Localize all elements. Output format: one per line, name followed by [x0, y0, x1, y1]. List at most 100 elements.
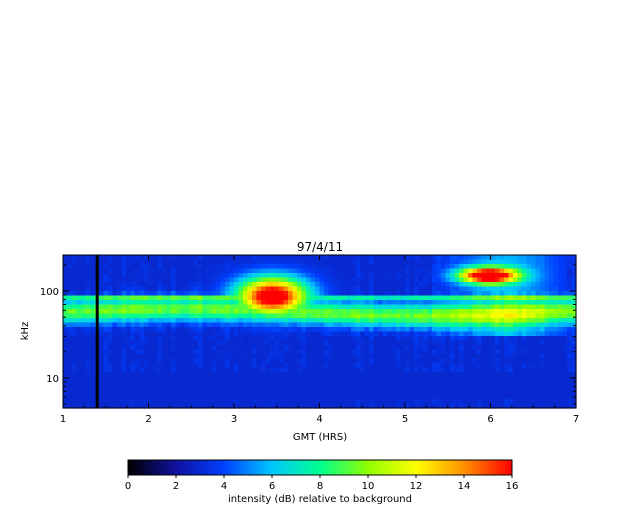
heatmap-cell: [346, 394, 352, 400]
heatmap-cell: [243, 363, 249, 369]
heatmap-cell: [481, 295, 487, 301]
heatmap-cell: [450, 390, 456, 396]
heatmap-cell: [261, 363, 267, 369]
heatmap-cell: [409, 259, 415, 265]
heatmap-cell: [567, 309, 573, 315]
heatmap-cell: [333, 313, 339, 319]
heatmap-cell: [468, 255, 474, 261]
heatmap-cell: [292, 259, 298, 265]
heatmap-cell: [153, 291, 159, 297]
heatmap-cell: [265, 318, 271, 324]
heatmap-cell: [229, 394, 235, 400]
heatmap-cell: [193, 300, 199, 306]
heatmap-cell: [202, 349, 208, 355]
heatmap-cell: [306, 403, 312, 409]
heatmap-cell: [391, 313, 397, 319]
heatmap-cell: [508, 358, 514, 364]
heatmap-cell: [409, 322, 415, 328]
heatmap-cell: [508, 327, 514, 333]
heatmap-cell: [225, 313, 231, 319]
heatmap-cell: [468, 259, 474, 265]
heatmap-cell: [180, 277, 186, 283]
heatmap-cell: [121, 354, 127, 360]
heatmap-cell: [225, 255, 231, 261]
heatmap-cell: [225, 340, 231, 346]
heatmap-cell: [409, 403, 415, 409]
heatmap-cell: [553, 358, 559, 364]
heatmap-cell: [261, 318, 267, 324]
heatmap-cell: [184, 304, 190, 310]
heatmap-cell: [121, 390, 127, 396]
heatmap-cell: [400, 367, 406, 373]
heatmap-cell: [562, 295, 568, 301]
heatmap-cell: [324, 385, 330, 391]
heatmap-cell: [549, 354, 555, 360]
heatmap-cell: [153, 268, 159, 274]
heatmap-cell: [274, 358, 280, 364]
heatmap-cell: [360, 282, 366, 288]
heatmap-cell: [130, 381, 136, 387]
heatmap-cell: [63, 273, 69, 279]
heatmap-cell: [220, 313, 226, 319]
heatmap-cell: [472, 390, 478, 396]
heatmap-cell: [243, 331, 249, 337]
heatmap-cell: [256, 403, 262, 409]
heatmap-cell: [135, 327, 141, 333]
heatmap-cell: [162, 259, 168, 265]
heatmap-cell: [328, 277, 334, 283]
heatmap-cell: [387, 304, 393, 310]
heatmap-cell: [292, 304, 298, 310]
heatmap-cell: [373, 403, 379, 409]
heatmap-cell: [459, 336, 465, 342]
heatmap-cell: [216, 376, 222, 382]
heatmap-cell: [252, 255, 258, 261]
heatmap-cell: [112, 385, 118, 391]
heatmap-cell: [319, 255, 325, 261]
heatmap-cell: [382, 336, 388, 342]
heatmap-cell: [121, 385, 127, 391]
heatmap-cell: [279, 327, 285, 333]
heatmap-cell: [126, 376, 132, 382]
heatmap-cell: [180, 300, 186, 306]
heatmap-cell: [436, 336, 442, 342]
heatmap-cell: [157, 291, 163, 297]
heatmap-cell: [247, 390, 253, 396]
heatmap-cell: [198, 286, 204, 292]
heatmap-cell: [81, 394, 87, 400]
heatmap-cell: [562, 363, 568, 369]
heatmap-cell: [121, 372, 127, 378]
heatmap-cell: [139, 268, 145, 274]
heatmap-cell: [382, 255, 388, 261]
heatmap-cell: [121, 291, 127, 297]
heatmap-cell: [571, 385, 577, 391]
heatmap-cell: [112, 390, 118, 396]
heatmap-cell: [202, 322, 208, 328]
heatmap-cell: [63, 358, 69, 364]
heatmap-cell: [504, 349, 510, 355]
heatmap-cell: [499, 282, 505, 288]
heatmap-cell: [117, 264, 123, 270]
heatmap-cell: [549, 277, 555, 283]
heatmap-cell: [567, 331, 573, 337]
heatmap-cell: [99, 340, 105, 346]
heatmap-cell: [310, 372, 316, 378]
heatmap-cell: [189, 282, 195, 288]
heatmap-cell: [126, 385, 132, 391]
heatmap-cell: [184, 309, 190, 315]
heatmap-cell: [148, 354, 154, 360]
heatmap-cell: [337, 390, 343, 396]
heatmap-cell: [283, 354, 289, 360]
heatmap-cell: [328, 381, 334, 387]
heatmap-cell: [373, 313, 379, 319]
heatmap-cell: [103, 259, 109, 265]
heatmap-cell: [130, 390, 136, 396]
heatmap-cell: [108, 313, 114, 319]
heatmap-cell: [553, 300, 559, 306]
heatmap-cell: [207, 381, 213, 387]
heatmap-cell: [499, 286, 505, 292]
heatmap-cell: [135, 331, 141, 337]
heatmap-cell: [333, 399, 339, 405]
heatmap-cell: [184, 349, 190, 355]
heatmap-cell: [526, 372, 532, 378]
heatmap-cell: [333, 264, 339, 270]
